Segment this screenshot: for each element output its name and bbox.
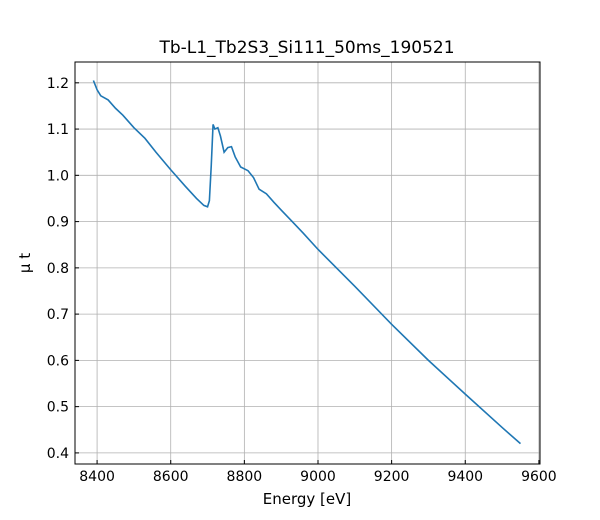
x-tick-label: 8400 bbox=[79, 469, 115, 485]
x-tick-label: 9000 bbox=[300, 469, 336, 485]
y-tick-label: 0.5 bbox=[47, 400, 69, 416]
x-axis-label: Energy [eV] bbox=[263, 490, 351, 508]
y-tick-label: 0.4 bbox=[47, 446, 69, 462]
y-tick-label: 0.8 bbox=[47, 261, 69, 277]
y-tick-label: 0.9 bbox=[47, 215, 69, 231]
y-tick-label: 1.2 bbox=[47, 76, 69, 92]
y-tick-label: 0.6 bbox=[47, 353, 69, 369]
plot-frame bbox=[74, 61, 541, 465]
x-tick-label: 9200 bbox=[374, 469, 410, 485]
x-tick-label: 8800 bbox=[227, 469, 263, 485]
chart-title: Tb-L1_Tb2S3_Si111_50ms_190521 bbox=[158, 38, 454, 58]
y-tick-label: 0.7 bbox=[47, 307, 69, 323]
y-tick-label: 1.1 bbox=[47, 122, 69, 138]
x-tick-label: 8600 bbox=[153, 469, 189, 485]
x-tick-label: 9600 bbox=[521, 469, 557, 485]
y-axis-label: μ t bbox=[16, 253, 34, 273]
y-tick-label: 1.0 bbox=[47, 168, 69, 184]
x-tick-label: 9400 bbox=[447, 469, 483, 485]
data-line bbox=[92, 80, 522, 445]
